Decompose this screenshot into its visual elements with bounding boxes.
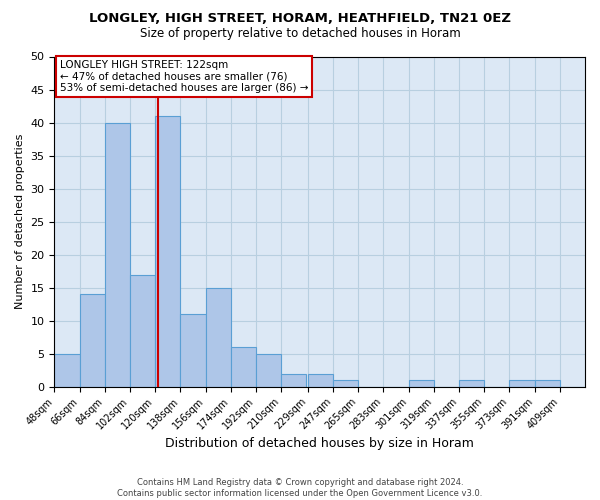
Bar — [409, 380, 434, 387]
X-axis label: Distribution of detached houses by size in Horam: Distribution of detached houses by size … — [165, 437, 474, 450]
Bar — [459, 380, 484, 387]
Bar — [333, 380, 358, 387]
Bar — [308, 374, 333, 387]
Bar — [256, 354, 281, 387]
Bar — [55, 354, 80, 387]
Bar — [231, 347, 256, 387]
Bar — [509, 380, 535, 387]
Bar — [281, 374, 307, 387]
Bar — [206, 288, 231, 387]
Bar — [155, 116, 181, 387]
Y-axis label: Number of detached properties: Number of detached properties — [15, 134, 25, 310]
Text: LONGLEY HIGH STREET: 122sqm
← 47% of detached houses are smaller (76)
53% of sem: LONGLEY HIGH STREET: 122sqm ← 47% of det… — [60, 60, 308, 93]
Bar — [535, 380, 560, 387]
Text: Contains HM Land Registry data © Crown copyright and database right 2024.
Contai: Contains HM Land Registry data © Crown c… — [118, 478, 482, 498]
Bar — [105, 122, 130, 387]
Bar — [181, 314, 206, 387]
Bar — [80, 294, 105, 387]
Text: Size of property relative to detached houses in Horam: Size of property relative to detached ho… — [140, 28, 460, 40]
Text: LONGLEY, HIGH STREET, HORAM, HEATHFIELD, TN21 0EZ: LONGLEY, HIGH STREET, HORAM, HEATHFIELD,… — [89, 12, 511, 26]
Bar — [130, 274, 155, 387]
